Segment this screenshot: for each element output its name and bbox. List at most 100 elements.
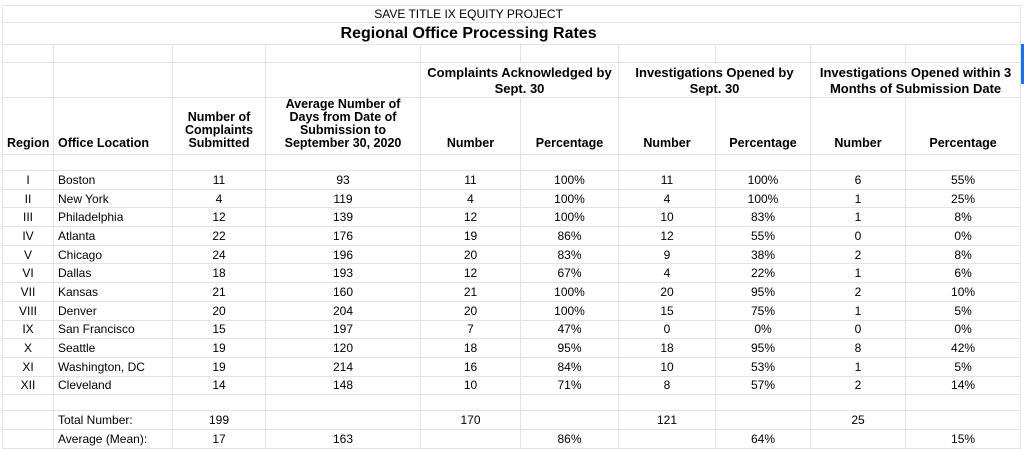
cell bbox=[2, 62, 54, 98]
column-header: Percentage bbox=[904, 97, 1022, 155]
cell: 120 bbox=[265, 338, 421, 358]
cell bbox=[420, 44, 521, 63]
cell: VIII bbox=[2, 300, 54, 321]
cell: 8 bbox=[810, 338, 906, 358]
cell: 4 bbox=[420, 188, 521, 209]
cell bbox=[53, 44, 173, 63]
sheet: SAVE TITLE IX EQUITY PROJECT Regional Off… bbox=[1, 5, 1022, 449]
sheet-title: Regional Office Processing Rates bbox=[1, 22, 1022, 45]
cell: 16 bbox=[420, 356, 521, 377]
column-header: Office Location bbox=[53, 97, 173, 155]
cell: 8% bbox=[904, 244, 1022, 265]
cell bbox=[520, 410, 619, 431]
cell bbox=[265, 154, 421, 171]
cell: 8% bbox=[904, 207, 1022, 228]
cell bbox=[715, 410, 811, 431]
cell: 6% bbox=[904, 263, 1022, 284]
cell bbox=[265, 410, 421, 431]
cell: 71% bbox=[520, 375, 619, 396]
cell: 20 bbox=[172, 300, 266, 321]
cell: 18 bbox=[420, 338, 521, 358]
cell bbox=[2, 410, 54, 431]
cell: 15 bbox=[172, 319, 266, 340]
cell: III bbox=[2, 207, 54, 228]
cell: 7 bbox=[420, 319, 521, 340]
cell bbox=[265, 62, 421, 98]
cell bbox=[172, 44, 266, 63]
cell: 84% bbox=[520, 356, 619, 377]
cell: IX bbox=[2, 319, 54, 340]
group-header: Complaints Acknowledged by Sept. 30 bbox=[420, 62, 619, 98]
cell: 1 bbox=[810, 207, 906, 228]
cell: 2 bbox=[810, 244, 906, 265]
cell: 18 bbox=[172, 263, 266, 284]
cell bbox=[2, 394, 54, 412]
column-header: Number bbox=[810, 97, 906, 155]
cell: 10 bbox=[618, 356, 716, 377]
cell bbox=[265, 44, 421, 63]
cell: 57% bbox=[715, 375, 811, 396]
cell: X bbox=[2, 338, 54, 358]
cell: I bbox=[2, 170, 54, 190]
cell: 9 bbox=[618, 244, 716, 265]
cell bbox=[904, 154, 1022, 171]
cell: 0% bbox=[904, 226, 1022, 246]
column-header: Percentage bbox=[715, 97, 811, 155]
cell bbox=[265, 394, 421, 412]
row bbox=[2, 394, 1022, 412]
cell: 11 bbox=[618, 170, 716, 190]
cell: Atlanta bbox=[53, 226, 173, 246]
cell: 95% bbox=[520, 338, 619, 358]
cell bbox=[904, 44, 1022, 63]
cell: 100% bbox=[520, 207, 619, 228]
cell: 4 bbox=[618, 263, 716, 284]
cell: 160 bbox=[265, 282, 421, 302]
cell: 1 bbox=[810, 263, 906, 284]
cell: 0 bbox=[618, 319, 716, 340]
cell: II bbox=[2, 188, 54, 209]
cell: 22 bbox=[172, 226, 266, 246]
cell: 55% bbox=[715, 226, 811, 246]
row: I Boston 11 93 11 100% 11 100% 6 55% bbox=[2, 170, 1022, 190]
cell: 2 bbox=[810, 375, 906, 396]
cell: 25% bbox=[904, 188, 1022, 209]
cell: 20 bbox=[420, 300, 521, 321]
cell: Chicago bbox=[53, 244, 173, 265]
cell: 100% bbox=[520, 300, 619, 321]
cell: 139 bbox=[265, 207, 421, 228]
row: SAVE TITLE IX EQUITY PROJECT bbox=[1, 5, 1022, 23]
row: II New York 4 119 4 100% 4 100% 1 25% bbox=[2, 188, 1022, 209]
cell: 55% bbox=[904, 170, 1022, 190]
cell: 12 bbox=[420, 263, 521, 284]
cell: Washington, DC bbox=[53, 356, 173, 377]
cell: 10 bbox=[420, 375, 521, 396]
cell bbox=[2, 429, 54, 449]
cell: 0 bbox=[810, 319, 906, 340]
cell: Kansas bbox=[53, 282, 173, 302]
row bbox=[2, 44, 1022, 63]
cell: 11 bbox=[420, 170, 521, 190]
cell: 0% bbox=[715, 319, 811, 340]
cell: New York bbox=[53, 188, 173, 209]
cell bbox=[172, 62, 266, 98]
cell: 86% bbox=[520, 226, 619, 246]
cell: 12 bbox=[172, 207, 266, 228]
cell: 214 bbox=[265, 356, 421, 377]
row: Region Office Location Number of Complaint… bbox=[2, 97, 1022, 155]
cell: 47% bbox=[520, 319, 619, 340]
row: Complaints Acknowledged by Sept. 30 Inves… bbox=[2, 62, 1022, 98]
column-header: Number bbox=[618, 97, 716, 155]
cell: Dallas bbox=[53, 263, 173, 284]
column-header: Number bbox=[420, 97, 521, 155]
cell bbox=[520, 154, 619, 171]
cell: VII bbox=[2, 282, 54, 302]
cell: 1 bbox=[810, 300, 906, 321]
cell: 199 bbox=[172, 410, 266, 431]
cell: IV bbox=[2, 226, 54, 246]
cell: 19 bbox=[172, 356, 266, 377]
cell: Boston bbox=[53, 170, 173, 190]
column-header: Number of Complaints Submitted bbox=[172, 97, 266, 155]
row: XII Cleveland 14 148 10 71% 8 57% 2 14% bbox=[2, 375, 1022, 396]
cell: 15 bbox=[618, 300, 716, 321]
cell bbox=[420, 429, 521, 449]
